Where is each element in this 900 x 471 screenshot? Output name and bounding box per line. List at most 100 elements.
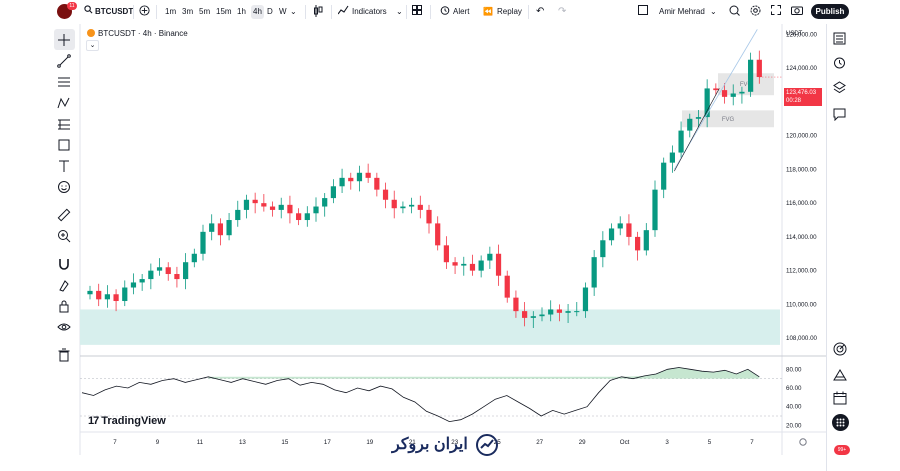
- candle-body: [356, 172, 363, 182]
- search-icon[interactable]: [84, 5, 93, 19]
- fvg-label: FVG: [722, 117, 735, 123]
- eye-icon[interactable]: [57, 320, 71, 334]
- redo-icon[interactable]: ↷: [558, 6, 567, 17]
- candle-body: [461, 263, 467, 266]
- candle-body: [374, 177, 380, 190]
- camera-icon[interactable]: [791, 5, 803, 19]
- text-icon[interactable]: [57, 159, 71, 173]
- apps-icon[interactable]: [832, 414, 849, 431]
- fullscreen-icon[interactable]: [771, 5, 781, 19]
- user-name[interactable]: Amir Mehrad: [659, 7, 705, 16]
- candle-body: [278, 204, 284, 210]
- layout-square-icon[interactable]: [638, 5, 648, 19]
- trendline: [674, 88, 720, 172]
- tv-logo-text: TradingView: [101, 415, 166, 427]
- crosshair-icon[interactable]: [57, 33, 71, 47]
- candle-body: [443, 245, 449, 263]
- candle-body: [739, 91, 745, 94]
- lock-icon[interactable]: [57, 299, 71, 313]
- collapse-legend-button[interactable]: ⌄: [86, 40, 99, 51]
- divider: [133, 5, 134, 19]
- pattern-icon[interactable]: [57, 96, 71, 110]
- magnet-icon[interactable]: [57, 257, 71, 271]
- currency-label[interactable]: USDT: [786, 31, 803, 37]
- candle-body: [730, 93, 736, 97]
- lock-drawing-icon[interactable]: [57, 278, 71, 292]
- candle-body: [348, 177, 354, 182]
- alarm-clock-icon[interactable]: [440, 5, 450, 19]
- price-tick-label: 116,000.00: [786, 200, 817, 207]
- rsi-tick-label: 60.00: [786, 385, 802, 392]
- axis-settings-icon[interactable]: [799, 438, 807, 446]
- chevron-down-icon[interactable]: ⌄: [396, 7, 403, 16]
- interval-d[interactable]: D: [267, 7, 273, 16]
- layers-icon[interactable]: [833, 81, 846, 94]
- watermark-logo: ایران بروکر: [392, 434, 499, 456]
- candle-body: [748, 59, 754, 92]
- fib-icon[interactable]: [57, 75, 71, 89]
- trash-icon[interactable]: [57, 348, 71, 362]
- time-tick-label: 17: [324, 439, 331, 446]
- interval-4h[interactable]: 4h: [251, 5, 264, 19]
- price-tick-label: 108,000.00: [786, 335, 818, 342]
- candle-body: [391, 199, 397, 209]
- ruler-icon[interactable]: [57, 208, 71, 222]
- replay-button[interactable]: Replay: [497, 7, 522, 16]
- candle-body: [469, 263, 476, 271]
- settings-gear-icon[interactable]: [750, 5, 761, 19]
- candle-body: [504, 275, 510, 298]
- last-price-value: 123,476.03: [786, 90, 817, 96]
- compare-plus-icon[interactable]: [139, 5, 150, 19]
- tradingview-logo[interactable]: 17 TradingView: [88, 415, 166, 427]
- watchlist-icon[interactable]: [833, 32, 846, 45]
- candle-type-icon[interactable]: [313, 5, 323, 19]
- alert-button[interactable]: Alert: [453, 7, 470, 16]
- interval-w[interactable]: W: [279, 7, 287, 16]
- symbol-search[interactable]: BTCUSDT: [95, 7, 134, 16]
- emoji-icon[interactable]: [57, 180, 71, 194]
- interval-1h[interactable]: 1h: [237, 7, 246, 16]
- divider: [406, 5, 407, 19]
- undo-icon[interactable]: ↶: [536, 6, 545, 17]
- alarm-icon[interactable]: [833, 56, 846, 69]
- indicators-icon[interactable]: [337, 5, 349, 19]
- candle-body: [409, 204, 415, 207]
- divider: [156, 5, 157, 19]
- candle-body: [174, 274, 180, 280]
- candle-body: [713, 88, 719, 91]
- candle-body: [600, 240, 606, 258]
- chevron-down-icon[interactable]: ⌄: [710, 7, 717, 16]
- replay-icon[interactable]: ⏪: [483, 7, 493, 16]
- zoom-icon[interactable]: [57, 229, 71, 243]
- chevron-down-icon[interactable]: ⌄: [290, 7, 297, 16]
- publish-button[interactable]: Publish: [811, 4, 849, 19]
- candle-body: [113, 294, 119, 302]
- trendline-icon[interactable]: [57, 54, 71, 68]
- tv-logo-mark: 17: [88, 415, 99, 427]
- bar-countdown: 00:28: [786, 98, 802, 104]
- target-icon[interactable]: [833, 342, 847, 356]
- ideas-icon[interactable]: [833, 368, 847, 382]
- notification-count-badge[interactable]: 99+: [834, 445, 850, 455]
- projection-icon[interactable]: [57, 117, 71, 131]
- interval-3m[interactable]: 3m: [182, 7, 194, 16]
- candle-body: [191, 253, 197, 263]
- quick-search-icon[interactable]: [729, 5, 740, 19]
- layout-grid-icon[interactable]: [412, 5, 422, 19]
- indicators-button[interactable]: Indicators: [352, 7, 387, 16]
- time-tick-label: 11: [197, 439, 204, 446]
- interval-1m[interactable]: 1m: [165, 7, 177, 16]
- interval-5m[interactable]: 5m: [199, 7, 211, 16]
- rectangle-icon[interactable]: [57, 138, 71, 152]
- candle-body: [209, 223, 215, 232]
- candle-body: [382, 189, 389, 200]
- calendar-icon[interactable]: [833, 391, 847, 405]
- candle-body: [217, 223, 223, 236]
- chat-icon[interactable]: [833, 108, 846, 121]
- time-tick-label: Oct: [620, 439, 630, 446]
- interval-15m[interactable]: 15m: [216, 7, 232, 16]
- price-tick-label: 110,000.00: [786, 301, 817, 308]
- divider: [528, 5, 529, 19]
- candle-body: [261, 203, 267, 207]
